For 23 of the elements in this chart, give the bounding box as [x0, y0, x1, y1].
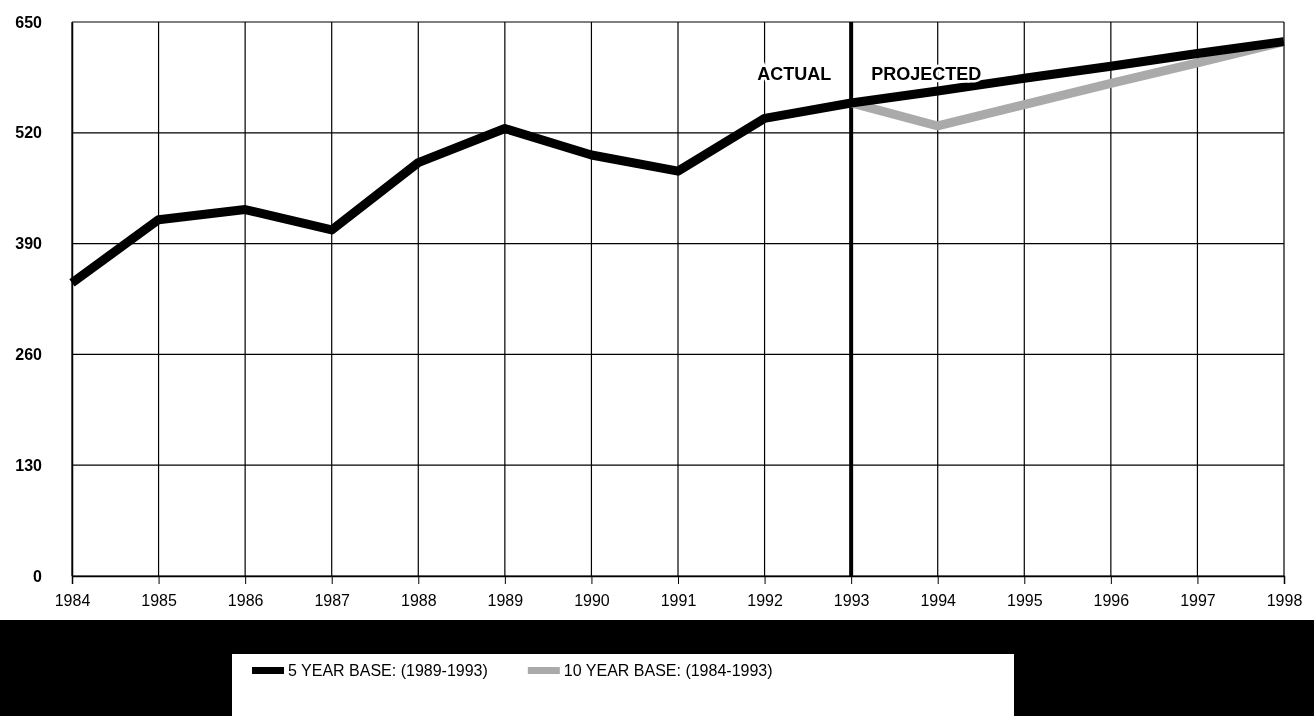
y-tick-label: 130 [15, 456, 43, 474]
y-tick-label: 0 [33, 567, 43, 585]
x-tick-label: 1985 [141, 592, 177, 610]
x-tick-label: 1989 [487, 592, 524, 610]
x-tick-label: 1991 [660, 592, 697, 610]
x-tick-label: 1993 [833, 592, 870, 610]
y-tick-label: 650 [15, 13, 43, 31]
x-tick-label: 1992 [747, 592, 783, 610]
x-tick-label: 1990 [574, 592, 610, 610]
x-tick-label: 1996 [1093, 592, 1130, 610]
legend-label: 5 YEAR BASE: (1989-1993) [288, 662, 488, 679]
legend-label: 10 YEAR BASE: (1984-1993) [563, 662, 773, 679]
x-tick-label: 1994 [920, 592, 957, 610]
x-tick-label: 1987 [314, 592, 351, 610]
x-tick-label: 1988 [400, 592, 437, 610]
y-tick-label: 390 [15, 235, 43, 253]
x-tick-label: 1998 [1266, 592, 1303, 610]
x-tick-label: 1984 [54, 592, 91, 610]
y-tick-label: 520 [15, 124, 43, 142]
x-tick-label: 1995 [1006, 592, 1043, 610]
x-tick-label: 1986 [227, 592, 264, 610]
y-tick-label: 260 [15, 346, 43, 364]
x-tick-label: 1997 [1180, 592, 1216, 610]
